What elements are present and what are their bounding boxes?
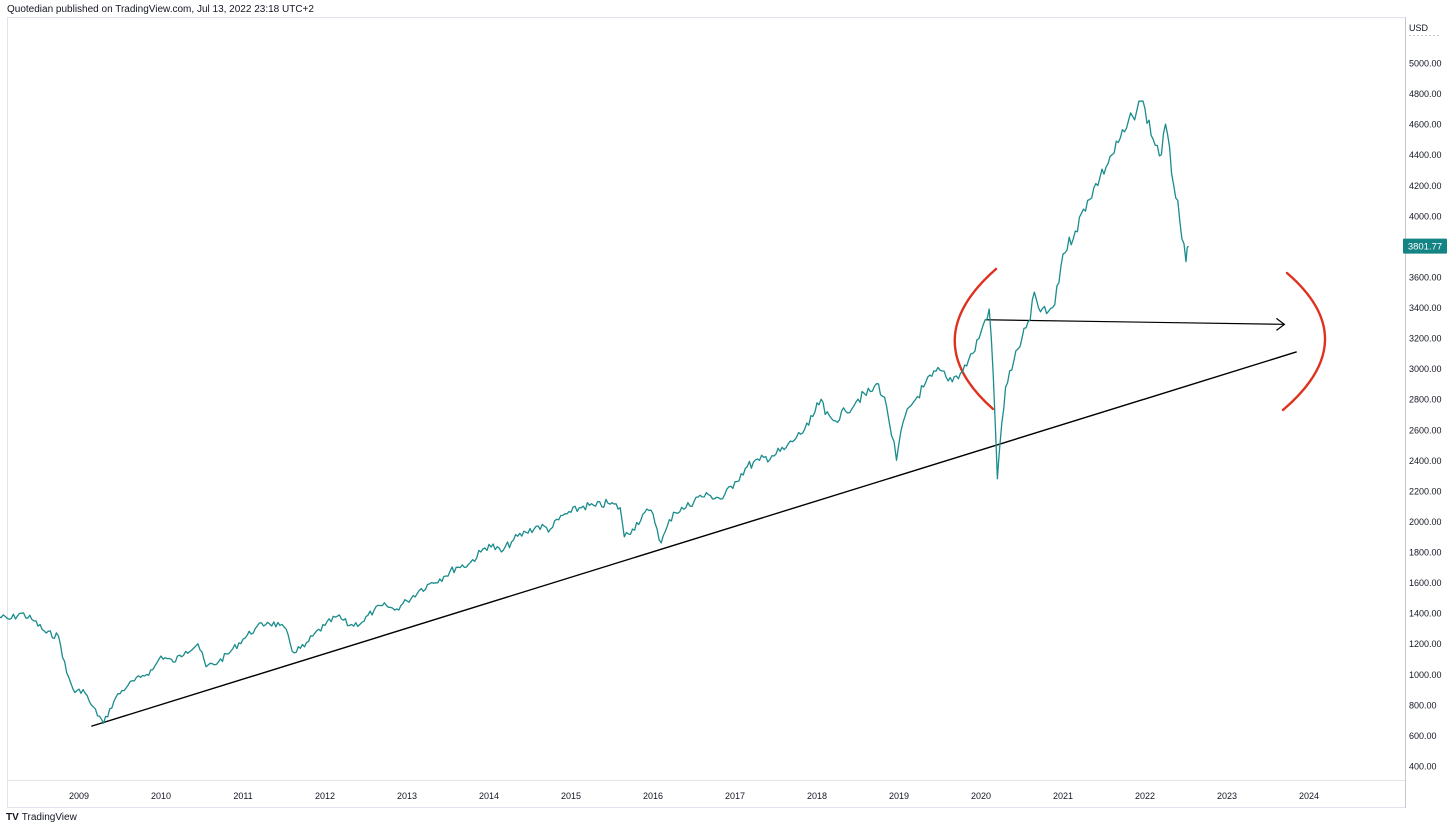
support-trendline	[91, 351, 1297, 727]
price-series-line	[0, 100, 1190, 724]
y-tick-label: 4000.00	[1409, 211, 1442, 221]
x-tick-label: 2021	[1053, 791, 1073, 801]
series-layer	[0, 100, 1190, 724]
price-axis[interactable]: 400.00 600.00 800.00 1000.00 1200.00 1400.00 1…	[1409, 59, 1442, 772]
x-tick-label: 2011	[233, 791, 252, 801]
right-bracket-arc	[1281, 271, 1327, 412]
y-tick-label: 4800.00	[1409, 89, 1442, 99]
y-tick-label: 4600.00	[1409, 120, 1442, 130]
y-tick-label: 2000.00	[1409, 517, 1442, 527]
left-bracket-arc	[953, 267, 998, 411]
x-tick-label: 2019	[889, 791, 909, 801]
y-tick-label: 400.00	[1409, 762, 1437, 772]
x-tick-label: 2018	[807, 791, 827, 801]
y-tick-label: 3200.00	[1409, 334, 1442, 344]
y-tick-label: 5000.00	[1409, 59, 1442, 69]
projection-arrow-line	[985, 319, 1285, 325]
projection-arrow-head	[1276, 317, 1286, 331]
plot-frame	[7, 17, 1406, 808]
y-tick-label: 3600.00	[1409, 272, 1442, 282]
price-badge-bg	[1403, 238, 1447, 254]
x-tick-label: 2016	[643, 791, 663, 801]
drawing-layer	[91, 267, 1327, 727]
y-tick-label: 1800.00	[1409, 548, 1442, 558]
x-tick-label: 2014	[479, 791, 499, 801]
tradingview-logo[interactable]: TV TradingView	[6, 812, 77, 823]
y-tick-label: 2200.00	[1409, 486, 1442, 496]
x-tick-label: 2012	[315, 791, 335, 801]
x-tick-label: 2013	[397, 791, 417, 801]
y-tick-label: 3000.00	[1409, 364, 1442, 374]
y-tick-label: 1000.00	[1409, 670, 1442, 680]
x-tick-label: 2010	[151, 791, 171, 801]
published-caption: Quotedian published on TradingView.com, …	[7, 4, 314, 15]
x-tick-label: 2024	[1299, 791, 1319, 801]
y-tick-label: 3400.00	[1409, 303, 1442, 313]
x-tick-label: 2020	[971, 791, 991, 801]
y-tick-label: 1200.00	[1409, 639, 1442, 649]
y-tick-label: 2600.00	[1409, 425, 1442, 435]
last-price-badge: 3801.77	[1403, 238, 1447, 254]
x-tick-label: 2022	[1135, 791, 1155, 801]
y-tick-label: 1600.00	[1409, 578, 1442, 588]
y-tick-label: 4200.00	[1409, 181, 1442, 191]
y-tick-label: 600.00	[1409, 731, 1437, 741]
y-tick-label: 800.00	[1409, 700, 1437, 710]
y-tick-label: 2800.00	[1409, 395, 1442, 405]
time-axis[interactable]: 2009 2010 2011 2012 2013 2014 2015 2016 2017 2018…	[69, 791, 1319, 801]
x-tick-label: 2015	[561, 791, 581, 801]
y-tick-label: 2400.00	[1409, 456, 1442, 466]
tv-logo-text: TradingView	[21, 812, 77, 823]
x-tick-label: 2009	[69, 791, 89, 801]
y-tick-label: 1400.00	[1409, 609, 1442, 619]
tv-logo-icon: TV	[6, 812, 19, 823]
x-tick-label: 2023	[1217, 791, 1237, 801]
currency-label: USD	[1409, 23, 1429, 33]
y-tick-label: 4400.00	[1409, 150, 1442, 160]
x-tick-label: 2017	[725, 791, 745, 801]
price-badge-label: 3801.77	[1408, 242, 1442, 253]
